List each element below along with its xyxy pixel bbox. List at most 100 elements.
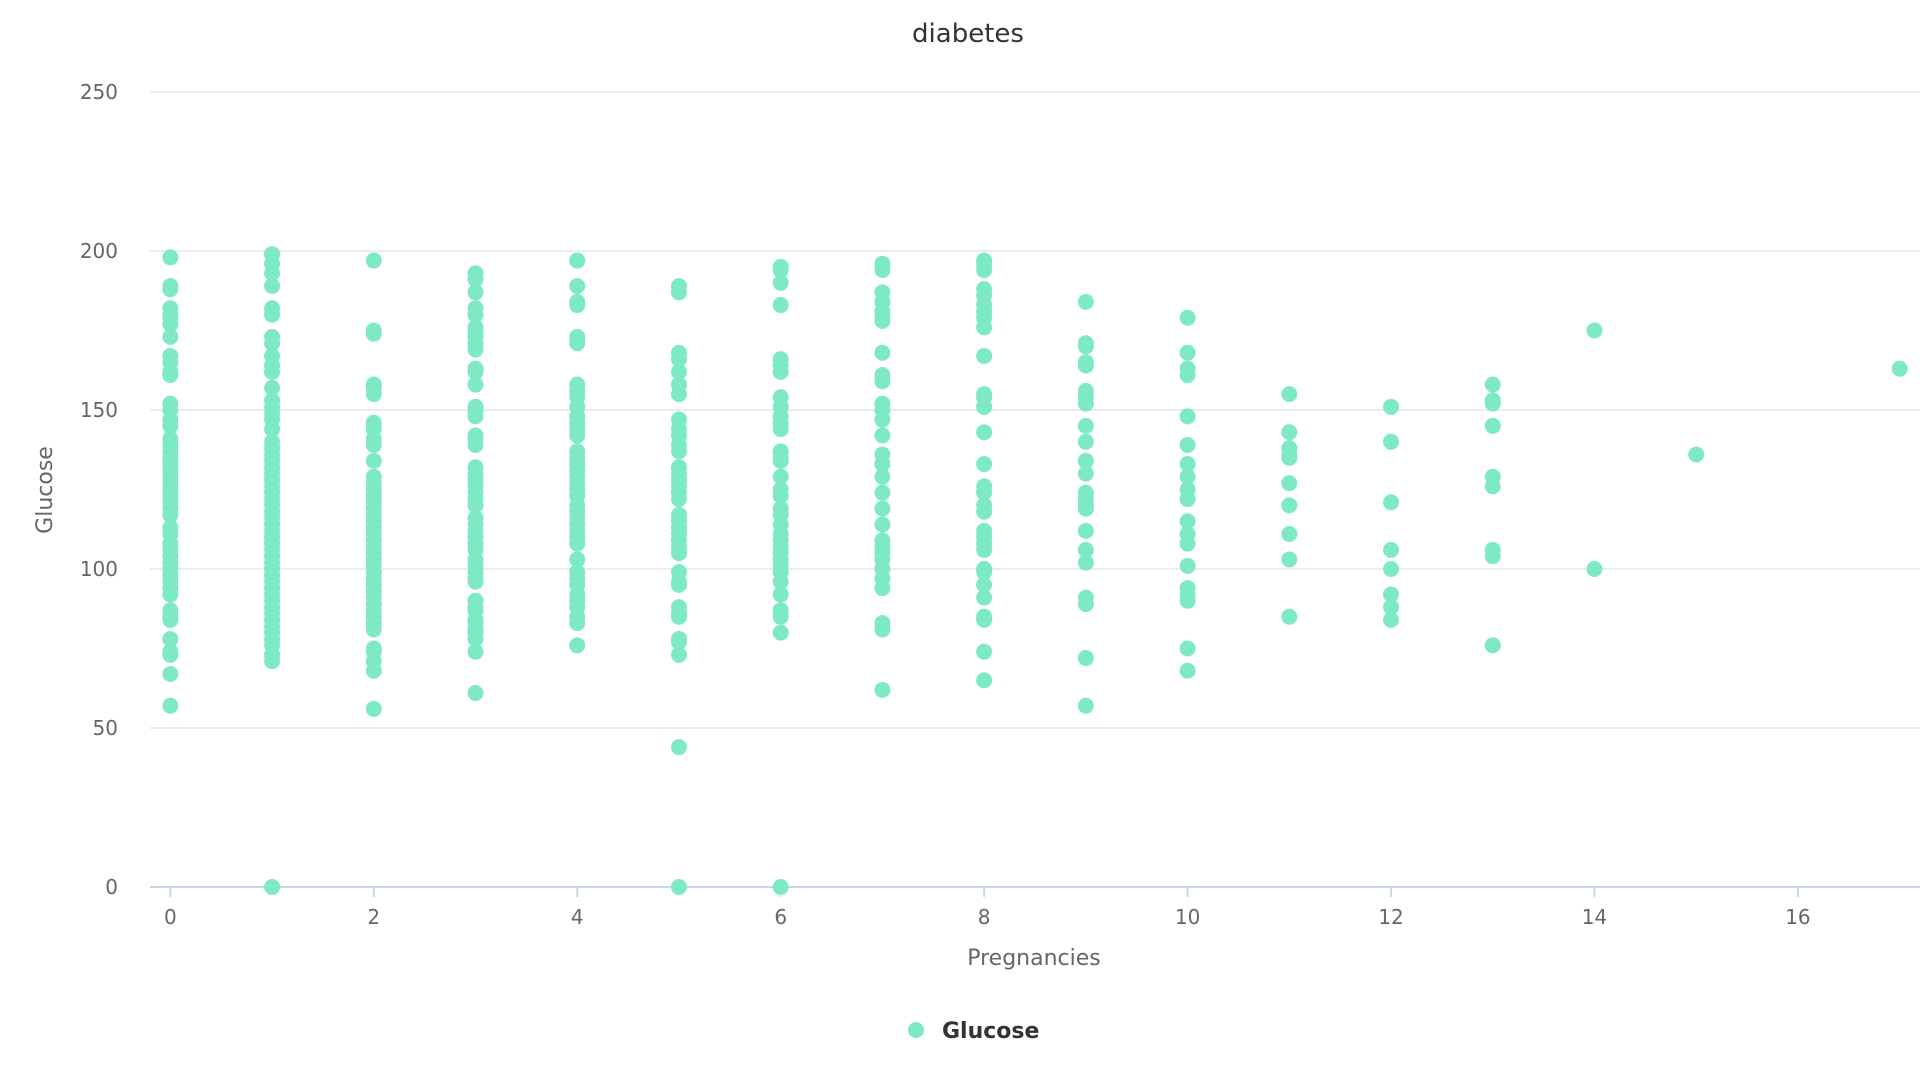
legend-label[interactable]: Glucose [942, 1019, 1039, 1044]
data-point[interactable] [772, 262, 789, 279]
data-point[interactable] [467, 306, 484, 323]
data-point[interactable] [772, 879, 789, 895]
data-point[interactable] [976, 541, 993, 558]
data-point[interactable] [162, 281, 179, 298]
data-point[interactable] [1383, 599, 1400, 616]
data-point[interactable] [1077, 357, 1094, 374]
data-point[interactable] [264, 335, 281, 352]
data-point[interactable] [976, 347, 993, 364]
data-point[interactable] [264, 265, 281, 282]
data-point[interactable] [670, 576, 687, 593]
data-point[interactable] [874, 427, 891, 444]
data-point[interactable] [1281, 386, 1298, 403]
data-point[interactable] [467, 436, 484, 453]
data-point[interactable] [1077, 650, 1094, 667]
data-point[interactable] [874, 468, 891, 485]
data-point[interactable] [976, 398, 993, 415]
data-point[interactable] [874, 373, 891, 390]
data-point[interactable] [772, 274, 789, 291]
data-point[interactable] [569, 335, 586, 352]
data-point[interactable] [670, 608, 687, 625]
data-point[interactable] [1179, 513, 1196, 530]
data-point[interactable] [874, 621, 891, 638]
data-point[interactable] [162, 630, 179, 647]
data-point[interactable] [1077, 395, 1094, 412]
data-point[interactable] [467, 573, 484, 590]
data-point[interactable] [772, 624, 789, 641]
data-point[interactable] [670, 284, 687, 301]
data-point[interactable] [1891, 360, 1908, 377]
data-point[interactable] [1179, 557, 1196, 574]
data-point[interactable] [772, 297, 789, 314]
data-point[interactable] [1281, 424, 1298, 441]
data-point[interactable] [1179, 640, 1196, 657]
data-point[interactable] [1179, 456, 1196, 473]
data-point[interactable] [1281, 551, 1298, 568]
data-point[interactable] [162, 665, 179, 682]
data-point[interactable] [162, 316, 179, 333]
data-point[interactable] [1077, 417, 1094, 434]
data-point[interactable] [772, 468, 789, 485]
data-point[interactable] [976, 576, 993, 593]
data-point[interactable] [1179, 367, 1196, 384]
data-point[interactable] [874, 681, 891, 698]
data-point[interactable] [365, 386, 382, 403]
data-point[interactable] [365, 452, 382, 469]
data-point[interactable] [1688, 446, 1705, 463]
data-point[interactable] [874, 262, 891, 279]
data-point[interactable] [976, 456, 993, 473]
data-point[interactable] [264, 421, 281, 438]
data-point[interactable] [874, 580, 891, 597]
data-point[interactable] [1077, 697, 1094, 714]
data-point[interactable] [1179, 436, 1196, 453]
data-point[interactable] [670, 634, 687, 651]
data-point[interactable] [467, 284, 484, 301]
data-point[interactable] [1383, 541, 1400, 558]
data-point[interactable] [162, 249, 179, 266]
data-point[interactable] [1179, 344, 1196, 361]
data-point[interactable] [1077, 433, 1094, 450]
data-point[interactable] [1179, 491, 1196, 508]
data-point[interactable] [569, 427, 586, 444]
data-point[interactable] [874, 411, 891, 428]
data-point[interactable] [467, 497, 484, 514]
data-point[interactable] [264, 277, 281, 294]
data-point[interactable] [976, 503, 993, 520]
data-point[interactable] [162, 586, 179, 603]
data-point[interactable] [467, 376, 484, 393]
data-point[interactable] [569, 252, 586, 269]
data-point[interactable] [874, 344, 891, 361]
data-point[interactable] [467, 341, 484, 358]
data-point[interactable] [1484, 548, 1501, 565]
data-point[interactable] [976, 589, 993, 606]
data-point[interactable] [772, 573, 789, 590]
data-point[interactable] [1077, 452, 1094, 469]
data-point[interactable] [1179, 468, 1196, 485]
data-point[interactable] [467, 271, 484, 288]
data-point[interactable] [976, 262, 993, 279]
data-point[interactable] [1484, 637, 1501, 654]
data-point[interactable] [1077, 293, 1094, 310]
data-point[interactable] [365, 325, 382, 342]
data-point[interactable] [365, 662, 382, 679]
data-point[interactable] [976, 611, 993, 628]
data-point[interactable] [1077, 554, 1094, 571]
data-point[interactable] [467, 363, 484, 380]
data-point[interactable] [874, 484, 891, 501]
legend[interactable]: Glucose [908, 1019, 1039, 1044]
data-point[interactable] [1179, 535, 1196, 552]
data-point[interactable] [264, 653, 281, 670]
data-point[interactable] [976, 484, 993, 501]
data-point[interactable] [772, 421, 789, 438]
data-point[interactable] [467, 408, 484, 425]
data-point[interactable] [569, 615, 586, 632]
data-point[interactable] [1484, 376, 1501, 393]
data-point[interactable] [1484, 417, 1501, 434]
data-point[interactable] [162, 506, 179, 523]
data-point[interactable] [874, 456, 891, 473]
data-point[interactable] [569, 535, 586, 552]
data-point[interactable] [1383, 561, 1400, 577]
data-point[interactable] [467, 643, 484, 660]
data-point[interactable] [1281, 449, 1298, 466]
data-point[interactable] [365, 621, 382, 638]
